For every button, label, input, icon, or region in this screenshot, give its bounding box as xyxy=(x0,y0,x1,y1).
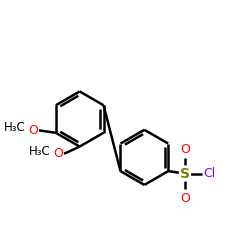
Text: O: O xyxy=(180,142,190,156)
Text: O: O xyxy=(28,124,38,137)
Text: S: S xyxy=(180,166,190,180)
Text: O: O xyxy=(53,147,63,160)
Text: Cl: Cl xyxy=(203,167,216,180)
Text: O: O xyxy=(180,192,190,204)
Text: H₃C: H₃C xyxy=(29,145,51,158)
Text: H₃C: H₃C xyxy=(4,122,26,134)
